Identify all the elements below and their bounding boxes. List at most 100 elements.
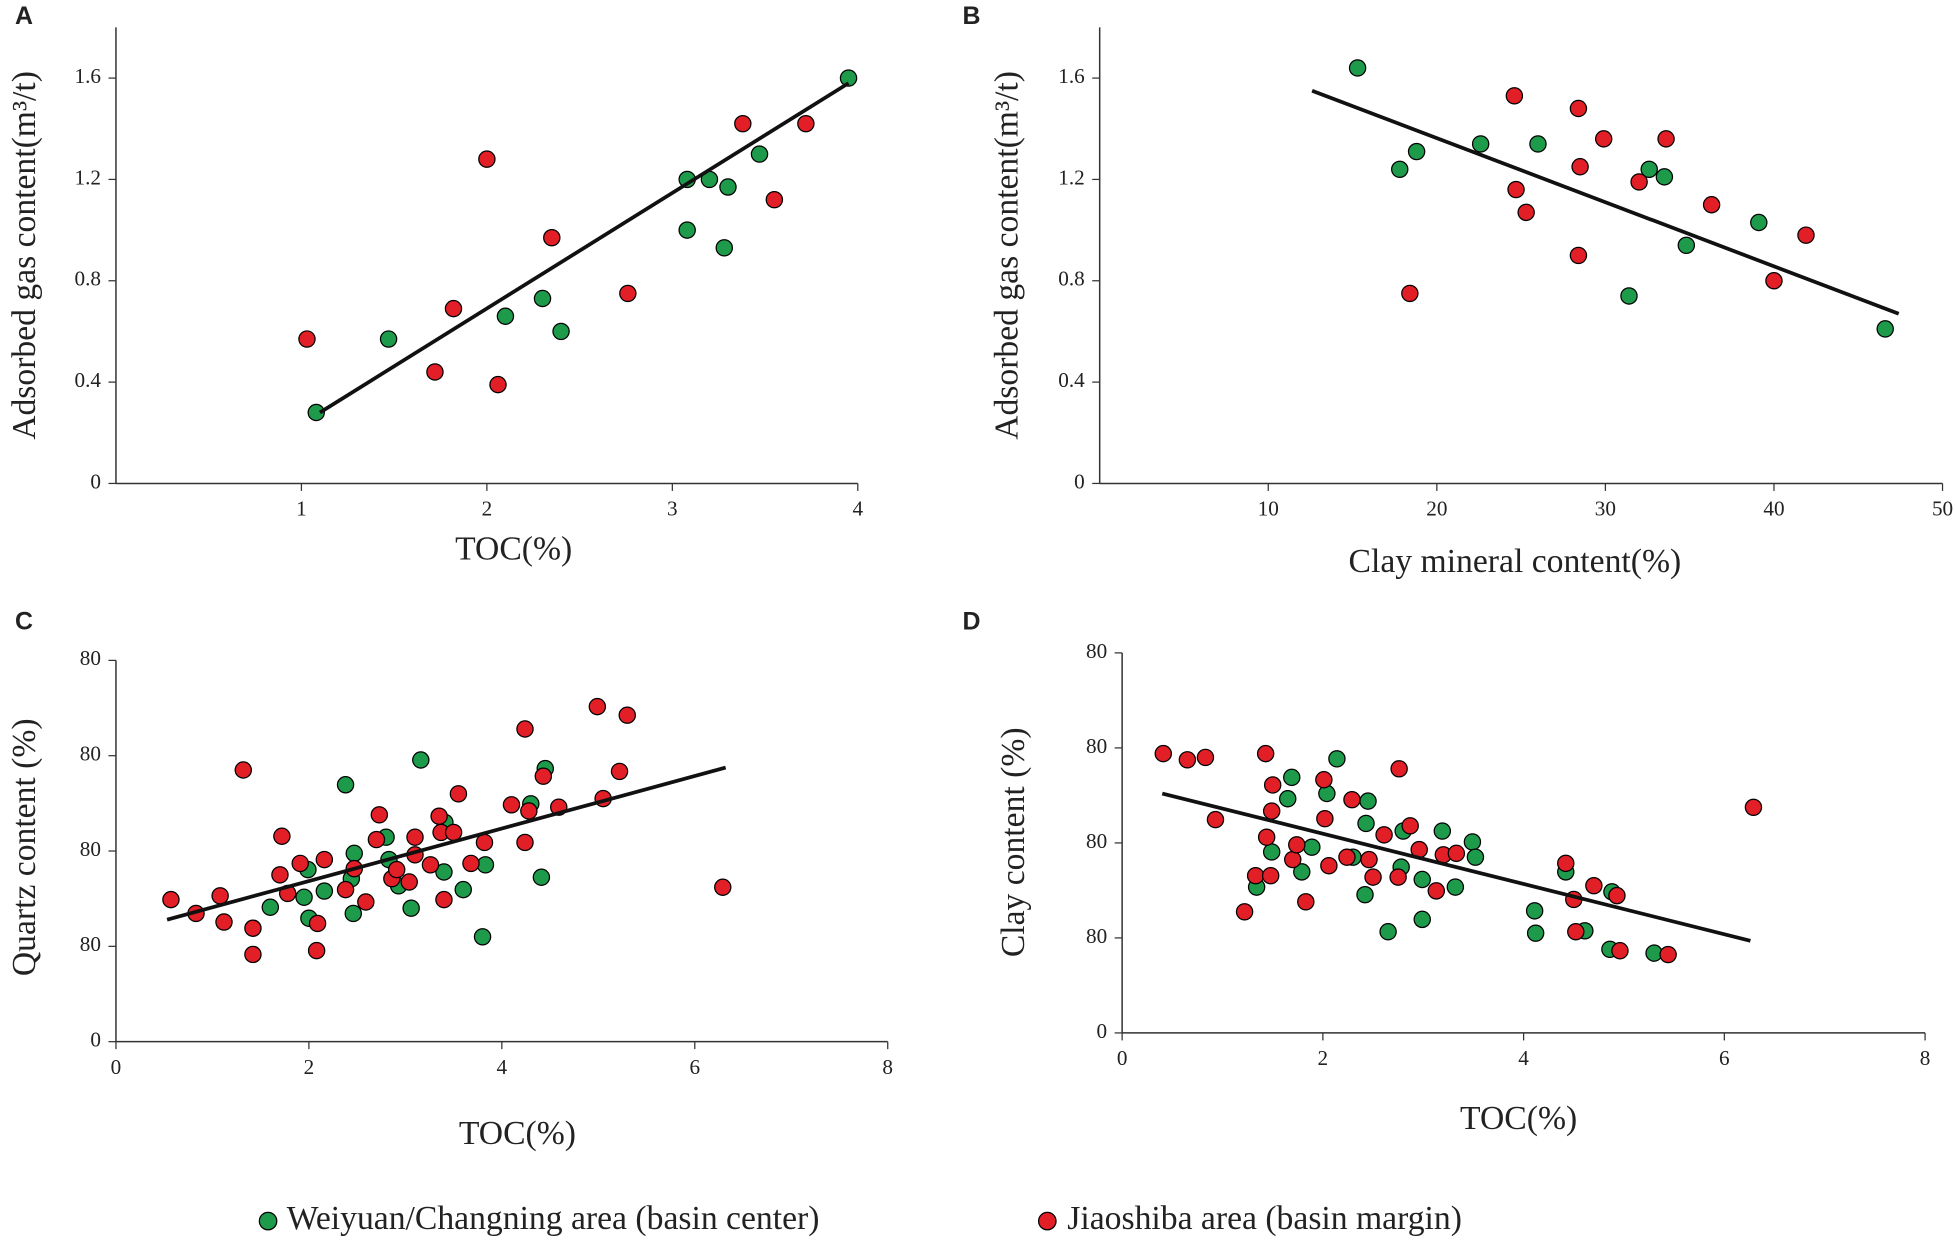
point [421,856,440,874]
point [1702,196,1721,214]
point [1797,226,1815,244]
point [543,228,561,247]
y-axis-label: Quartz content (%) [6,718,43,976]
point [1640,160,1658,179]
trend-line [1161,791,1751,943]
point [244,945,262,964]
point [1320,856,1338,875]
point [1526,924,1545,942]
point [1315,771,1333,789]
series [298,114,815,394]
point [1316,809,1334,828]
point [273,827,291,845]
point [344,904,363,923]
point [1261,866,1280,885]
point [475,833,494,852]
point [1338,848,1356,866]
point [619,284,637,303]
y-tick-label: 1.2 [75,165,101,189]
point [1571,158,1589,176]
point [1765,272,1783,290]
point [520,802,538,820]
series [162,697,732,964]
point [435,863,453,881]
point [1360,850,1378,869]
point [1505,87,1524,105]
x-tick-label: 6 [1719,1046,1730,1070]
point [534,767,553,785]
y-tick-label: 0.4 [1058,368,1085,392]
point [370,806,389,824]
point [1297,893,1315,911]
point [1659,945,1677,964]
point [454,880,472,899]
x-tick-label: 40 [1763,497,1784,521]
point [1284,850,1302,869]
x-tick-label: 30 [1595,497,1616,521]
point [1196,748,1215,767]
y-tick-label: 1.6 [75,64,101,88]
point [357,893,375,911]
point [473,928,492,946]
y-tick-label: 0.8 [75,267,101,291]
point [1379,923,1397,941]
point [295,888,313,906]
y-tick-label: 0.4 [75,368,102,392]
x-tick-label: 8 [882,1055,893,1079]
point [1283,768,1301,787]
point [1343,790,1361,809]
point [387,860,406,879]
point [1744,798,1763,817]
y-tick-label: 1.6 [1058,64,1084,88]
series [307,69,858,422]
point [1471,135,1490,153]
point [1390,760,1408,778]
x-tick-label: 2 [304,1055,315,1079]
y-tick-label: 80 [80,932,101,956]
x-tick-label: 2 [482,497,493,521]
y-tick-label: 80 [80,646,101,670]
series [1154,744,1763,964]
point [1529,135,1547,153]
point [430,807,448,825]
point [1328,750,1346,768]
point [379,330,398,348]
point [234,761,253,779]
point [516,833,534,852]
legend-marker [1037,1211,1057,1231]
point [1364,868,1382,886]
y-tick-label: 80 [80,837,101,861]
point [1525,902,1544,920]
point [552,322,570,341]
x-tick-label: 50 [1932,497,1953,521]
point [271,866,289,884]
point [1391,160,1409,179]
series [261,751,554,946]
y-tick-label: 0 [1097,1019,1108,1043]
point [1401,284,1419,303]
point [797,114,815,133]
x-tick-label: 20 [1426,497,1447,521]
point [308,914,327,933]
point [1348,59,1367,77]
point [1206,810,1225,829]
point [1447,844,1466,863]
legend-marker [258,1211,278,1231]
x-tick-label: 4 [1518,1046,1529,1070]
point [489,375,507,394]
point [315,850,334,869]
point [1569,246,1588,265]
trend-line [318,81,850,415]
y-axis-label: Adsorbed gas content(m³/t) [6,71,43,440]
point [444,823,463,842]
point [462,854,480,873]
point [449,785,468,803]
point [1750,213,1768,232]
x-axis-label: Clay mineral content(%) [1349,543,1682,580]
point [476,856,495,874]
point [402,899,420,917]
point [298,330,316,348]
point [1279,790,1297,808]
point [1263,776,1282,794]
legend-label: Jiaoshiba area (basin margin) [1067,1200,1462,1237]
